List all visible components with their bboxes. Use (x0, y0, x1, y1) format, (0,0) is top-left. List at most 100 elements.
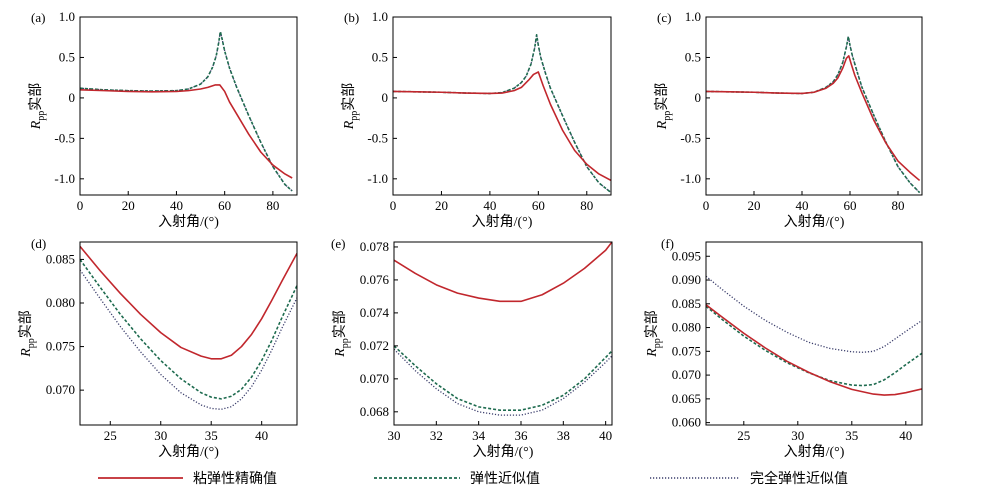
panel-b: 0 20 40 60 80 1.0 0.5 0 -0.5 -1.0 入射角/(°) Rpp实部 (b) (341, 9, 612, 230)
legend-label: 粘弹性精确值 (193, 471, 277, 487)
series-line-fully-elastic (706, 35, 921, 194)
y-tick-label: 0.076 (360, 272, 390, 287)
panel-e: 30 32 34 36 38 40 0.078 0.076 0.074 0.072 0.070 0.0… (331, 236, 613, 460)
y-tick-label: 0.074 (360, 305, 390, 320)
x-tick-label: 0 (703, 198, 710, 213)
legend-label: 弹性近似值 (470, 471, 540, 487)
y-tick-label: 0.5 (59, 49, 75, 64)
x-tick-label: 35 (205, 428, 218, 443)
x-tick-label: 40 (796, 198, 809, 213)
y-tick-label: 1.0 (685, 9, 701, 24)
y-tick-label: 0 (382, 90, 389, 105)
x-tick-label: 80 (892, 198, 905, 213)
x-axis-label: 入射角/(°) (472, 214, 533, 230)
y-axis-label: Rpp实部 (644, 310, 663, 358)
plot-frame (79, 241, 298, 426)
x-tick-label: 40 (170, 198, 183, 213)
x-tick-label: 40 (599, 428, 612, 443)
y-tick-label: 0.068 (360, 404, 389, 419)
x-tick-label: 38 (557, 428, 570, 443)
y-tick-label: 0.060 (672, 415, 701, 430)
y-tick-label: 0.070 (672, 367, 701, 382)
panel-c: 0 20 40 60 80 1.0 0.5 0 -0.5 -1.0 入射角/(°) Rpp实部 (c) (654, 9, 923, 230)
y-tick-label: 1.0 (59, 9, 75, 24)
x-axis-label: 入射角/(°) (158, 214, 219, 230)
x-tick-label: 20 (435, 198, 448, 213)
x-tick-label: 40 (899, 428, 912, 443)
y-tick-label: 0.090 (672, 272, 701, 287)
x-axis-label: 入射角/(°) (473, 444, 534, 460)
y-tick-label: 0.065 (672, 391, 701, 406)
plot-frame (705, 16, 923, 196)
panel-d: 25 30 35 40 0.085 0.080 0.075 0.070 入射角/(°) Rpp实部… (18, 236, 298, 460)
y-axis-label: Rpp实部 (18, 310, 37, 358)
y-tick-label: 0.085 (672, 296, 701, 311)
plot-frame (392, 16, 612, 196)
x-axis-label: 入射角/(°) (784, 444, 845, 460)
x-tick-label: 30 (791, 428, 804, 443)
series-line-viscoelastic (394, 242, 612, 303)
series-line-viscoelastic (80, 84, 293, 179)
panel-label: (a) (31, 10, 45, 25)
x-tick-label: 20 (122, 198, 135, 213)
y-tick-label: 0.070 (360, 371, 389, 386)
panel-label: (c) (657, 10, 671, 25)
x-tick-label: 80 (266, 198, 279, 213)
y-tick-label: 0.072 (360, 338, 389, 353)
series-line-elastic (80, 30, 293, 192)
y-tick-label: 0.095 (672, 248, 701, 263)
x-tick-label: 0 (77, 198, 84, 213)
y-axis-label: Rpp实部 (332, 310, 351, 358)
x-tick-label: 40 (483, 198, 496, 213)
y-tick-label: 0 (69, 90, 76, 105)
y-tick-label: 0 (695, 90, 702, 105)
series-line-viscoelastic (80, 245, 297, 360)
y-tick-label: 0.5 (685, 49, 701, 64)
x-tick-label: 25 (104, 428, 117, 443)
y-tick-label: 0.5 (372, 49, 388, 64)
legend-label: 完全弹性近似值 (750, 470, 848, 487)
y-tick-label: -0.5 (367, 130, 388, 145)
x-tick-label: 60 (218, 198, 231, 213)
panel-label: (e) (331, 236, 345, 251)
series-line-elastic (394, 345, 612, 411)
x-tick-label: 36 (514, 428, 528, 443)
y-tick-label: 0.075 (672, 343, 701, 358)
y-tick-label: -1.0 (54, 171, 75, 186)
x-tick-label: 40 (255, 428, 268, 443)
y-tick-label: -0.5 (680, 130, 701, 145)
x-tick-label: 30 (154, 428, 167, 443)
y-tick-label: 0.085 (46, 251, 75, 266)
x-tick-label: 20 (748, 198, 761, 213)
x-tick-label: 30 (388, 428, 401, 443)
panel-label: (d) (31, 236, 46, 251)
series-line-fully-elastic (394, 348, 612, 416)
series-line-viscoelastic (706, 55, 921, 182)
y-tick-label: 0.080 (672, 320, 701, 335)
y-tick-label: 0.075 (46, 339, 75, 354)
series-line-fully-elastic (393, 34, 611, 194)
series-line-viscoelastic (393, 71, 611, 182)
panel-a: 0 20 40 60 80 1.0 0.5 0 -0.5 -1.0 入射角/(°) Rpp实部 (a) (28, 9, 298, 230)
series-line-viscoelastic (706, 304, 922, 396)
series-line-elastic (393, 34, 611, 194)
y-tick-label: -0.5 (54, 130, 75, 145)
plot-frame (79, 16, 298, 196)
y-axis-label: Rpp实部 (654, 83, 673, 131)
series-line-fully-elastic (80, 269, 297, 410)
x-tick-label: 32 (430, 428, 443, 443)
plot-frame (393, 241, 613, 426)
series-line-fully-elastic (80, 30, 293, 192)
series-line-elastic (80, 258, 297, 400)
x-tick-label: 80 (580, 198, 593, 213)
legend: 粘弹性精确值 弹性近似值 完全弹性近似值 (98, 470, 848, 487)
y-axis-label: Rpp实部 (341, 83, 360, 131)
y-tick-label: -1.0 (680, 171, 701, 186)
panel-label: (b) (344, 10, 359, 25)
panel-label: (f) (661, 236, 674, 251)
x-tick-label: 60 (532, 198, 545, 213)
y-axis-label: Rpp实部 (28, 83, 47, 131)
y-tick-label: -1.0 (367, 171, 388, 186)
series-line-fully-elastic (706, 275, 922, 353)
